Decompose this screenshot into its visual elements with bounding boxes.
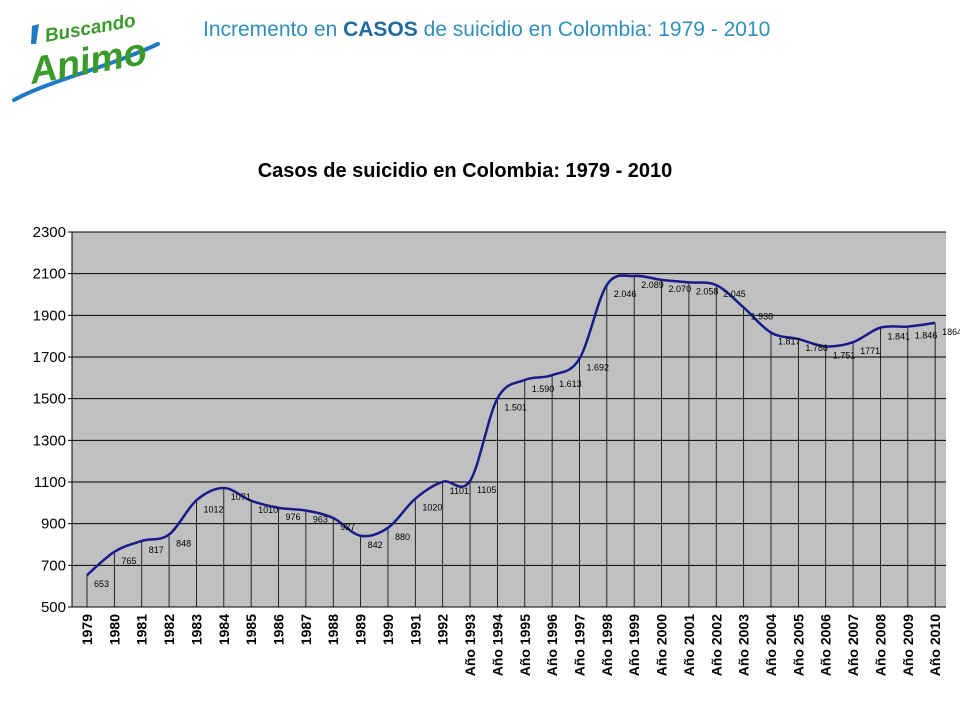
- x-tick-label: Año 2001: [681, 614, 697, 676]
- data-label: 848: [176, 539, 191, 549]
- x-tick-label: 1987: [298, 614, 314, 645]
- x-tick-label: Año 1994: [489, 614, 505, 676]
- x-tick-label: Año 2000: [654, 614, 670, 676]
- x-tick-label: 1980: [106, 614, 122, 645]
- y-tick-label: 1300: [33, 432, 66, 449]
- data-label: 1.786: [805, 343, 828, 353]
- x-tick-label: Año 2002: [708, 614, 724, 676]
- y-tick-label: 1900: [33, 307, 66, 324]
- logo-tick: [31, 24, 39, 44]
- data-label: 1.751: [833, 350, 856, 360]
- data-label: 765: [121, 556, 136, 566]
- data-label: 1.846: [915, 331, 938, 341]
- slide-title: Incremento en CASOS de suicidio en Colom…: [203, 18, 770, 42]
- x-tick-label: 1982: [161, 614, 177, 645]
- x-tick-label: Año 2003: [736, 614, 752, 676]
- x-tick-label: Año 2005: [790, 614, 806, 676]
- x-tick-label: Año 2010: [927, 614, 943, 676]
- data-label: 653: [94, 579, 109, 589]
- x-tick-label: 1984: [216, 614, 232, 645]
- x-axis: 1979 1980 1981 1982 1983 1984 1985 1986 1987 1988…: [79, 614, 943, 676]
- slide-title-prefix: Incremento en: [203, 18, 344, 41]
- y-axis: 500 700 900 1100 1300 1500 1700 1900 2100 2300: [33, 224, 946, 616]
- data-label: 1020: [422, 503, 442, 513]
- logo-swoosh: [12, 42, 160, 102]
- x-tick-label: 1989: [353, 614, 369, 645]
- x-tick-label: Año 1993: [462, 614, 478, 676]
- data-label: 1864: [942, 327, 960, 337]
- x-tick-label: Año 2004: [763, 614, 779, 676]
- data-label: 2.089: [641, 280, 664, 290]
- y-tick-label: 2300: [33, 224, 66, 241]
- data-label: 2.046: [614, 289, 637, 299]
- y-tick-label: 500: [41, 599, 66, 616]
- x-tick-label: 1986: [271, 614, 287, 645]
- data-label: 1012: [203, 504, 223, 514]
- x-tick-label: 1992: [435, 614, 451, 645]
- data-label: 1.692: [586, 363, 609, 373]
- y-tick-label: 900: [41, 516, 66, 533]
- y-tick-label: 2100: [33, 266, 66, 283]
- x-tick-label: Año 1999: [626, 614, 642, 676]
- data-label: 1.938: [751, 311, 774, 321]
- data-label: 1101: [450, 486, 469, 496]
- data-label: 880: [395, 532, 410, 542]
- data-label: 842: [368, 540, 383, 550]
- data-label: 1.590: [532, 384, 555, 394]
- x-tick-label: Año 2009: [900, 614, 916, 676]
- x-tick-label: 1990: [380, 614, 396, 645]
- x-tick-label: 1981: [134, 614, 150, 645]
- slide-title-emphasis: CASOS: [343, 18, 418, 41]
- y-tick-label: 1100: [34, 474, 66, 491]
- data-label: 1.501: [504, 402, 527, 412]
- data-label: 2.070: [669, 284, 692, 294]
- x-tick-label: 1979: [79, 614, 95, 645]
- x-tick-label: Año 1996: [544, 614, 560, 676]
- x-tick-label: Año 1998: [599, 614, 615, 676]
- data-labels: 653 765 817 848 1012 1071 1010 976 963 927 842 880 1…: [94, 280, 960, 589]
- data-label: 1771: [860, 346, 880, 356]
- x-tick-label: 1988: [325, 614, 341, 645]
- x-tick-label: 1983: [188, 614, 204, 645]
- data-label: 817: [149, 545, 164, 555]
- plot-area: [72, 232, 946, 607]
- buscando-animo-logo: Buscando Animo: [12, 10, 160, 102]
- series-line: [86, 274, 936, 577]
- slide-title-suffix: de suicidio en Colombia: 1979 - 2010: [417, 18, 771, 41]
- data-label: 976: [286, 512, 301, 522]
- x-tick-label: Año 2008: [872, 614, 888, 676]
- data-label: 1.613: [559, 379, 582, 389]
- data-label: 1071: [231, 492, 251, 502]
- x-tick-label: Año 1995: [517, 614, 533, 676]
- data-label: 1.817: [778, 337, 801, 347]
- y-tick-label: 1700: [33, 349, 66, 366]
- x-tick-label: 1991: [407, 614, 423, 645]
- data-label: 2.045: [723, 289, 746, 299]
- x-tick-label: Año 2006: [818, 614, 834, 676]
- data-label: 1.841: [887, 332, 910, 342]
- y-tick-label: 1500: [33, 391, 66, 408]
- x-tick-label: 1985: [243, 614, 259, 645]
- y-tick-label: 700: [41, 557, 66, 574]
- data-label: 963: [313, 515, 328, 525]
- chart-title: Casos de suicidio en Colombia: 1979 - 20…: [258, 160, 673, 182]
- data-label: 1105: [477, 485, 496, 495]
- data-label: 927: [340, 522, 355, 532]
- data-label: 2.058: [696, 286, 719, 296]
- x-tick-label: Año 2007: [845, 614, 861, 676]
- x-tick-label: Año 1997: [571, 614, 587, 676]
- data-label: 1010: [258, 505, 278, 515]
